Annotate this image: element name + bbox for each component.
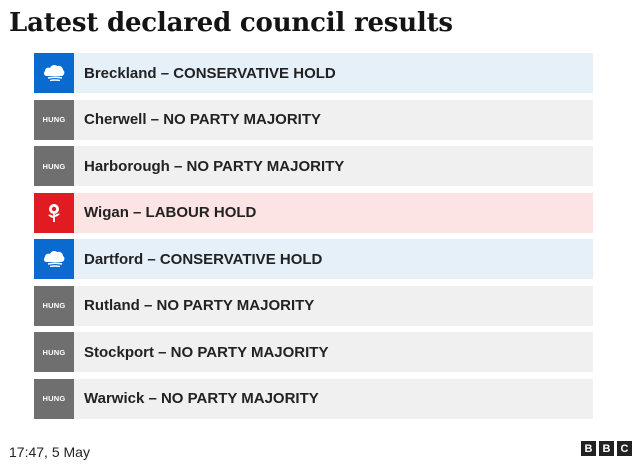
result-row-wigan: Wigan – LABOUR HOLD: [34, 192, 593, 233]
hung-badge: HUNG: [34, 378, 74, 419]
result-label: Rutland – NO PARTY MAJORITY: [84, 297, 315, 314]
result-label: Harborough – NO PARTY MAJORITY: [84, 157, 345, 175]
result-label: Wigan – LABOUR HOLD: [84, 204, 257, 221]
bbc-logo-letter: B: [599, 441, 614, 456]
conservative-tree-icon: [34, 53, 74, 93]
result-row-breckland: Breckland – CONSERVATIVE HOLD: [34, 53, 593, 93]
hung-badge: HUNG: [34, 332, 74, 372]
page-title: Latest declared council results: [9, 8, 453, 38]
bbc-logo: B B C: [581, 441, 632, 456]
bbc-logo-letter: B: [581, 441, 596, 456]
labour-rose-icon: [34, 192, 74, 233]
result-label: Cherwell – NO PARTY MAJORITY: [84, 111, 321, 128]
bbc-logo-letter: C: [617, 441, 632, 456]
conservative-tree-icon: [34, 239, 74, 279]
results-list: Breckland – CONSERVATIVE HOLD HUNG Cherw…: [34, 53, 593, 425]
hung-badge-text: HUNG: [42, 347, 66, 357]
hung-badge: HUNG: [34, 99, 74, 140]
result-row-rutland: HUNG Rutland – NO PARTY MAJORITY: [34, 285, 593, 326]
result-label: Breckland – CONSERVATIVE HOLD: [84, 64, 336, 82]
hung-badge: HUNG: [34, 146, 74, 186]
hung-badge-text: HUNG: [42, 394, 66, 403]
result-row-cherwell: HUNG Cherwell – NO PARTY MAJORITY: [34, 99, 593, 140]
result-label: Dartford – CONSERVATIVE HOLD: [84, 250, 323, 268]
result-row-harborough: HUNG Harborough – NO PARTY MAJORITY: [34, 146, 593, 186]
hung-badge: HUNG: [34, 285, 74, 326]
result-row-warwick: HUNG Warwick – NO PARTY MAJORITY: [34, 378, 593, 419]
hung-badge-text: HUNG: [42, 301, 66, 310]
timestamp: 17:47, 5 May: [9, 444, 90, 460]
result-row-dartford: Dartford – CONSERVATIVE HOLD: [34, 239, 593, 279]
result-label: Stockport – NO PARTY MAJORITY: [84, 343, 329, 361]
result-row-stockport: HUNG Stockport – NO PARTY MAJORITY: [34, 332, 593, 372]
hung-badge-text: HUNG: [42, 161, 66, 171]
result-label: Warwick – NO PARTY MAJORITY: [84, 390, 319, 407]
hung-badge-text: HUNG: [42, 115, 66, 124]
